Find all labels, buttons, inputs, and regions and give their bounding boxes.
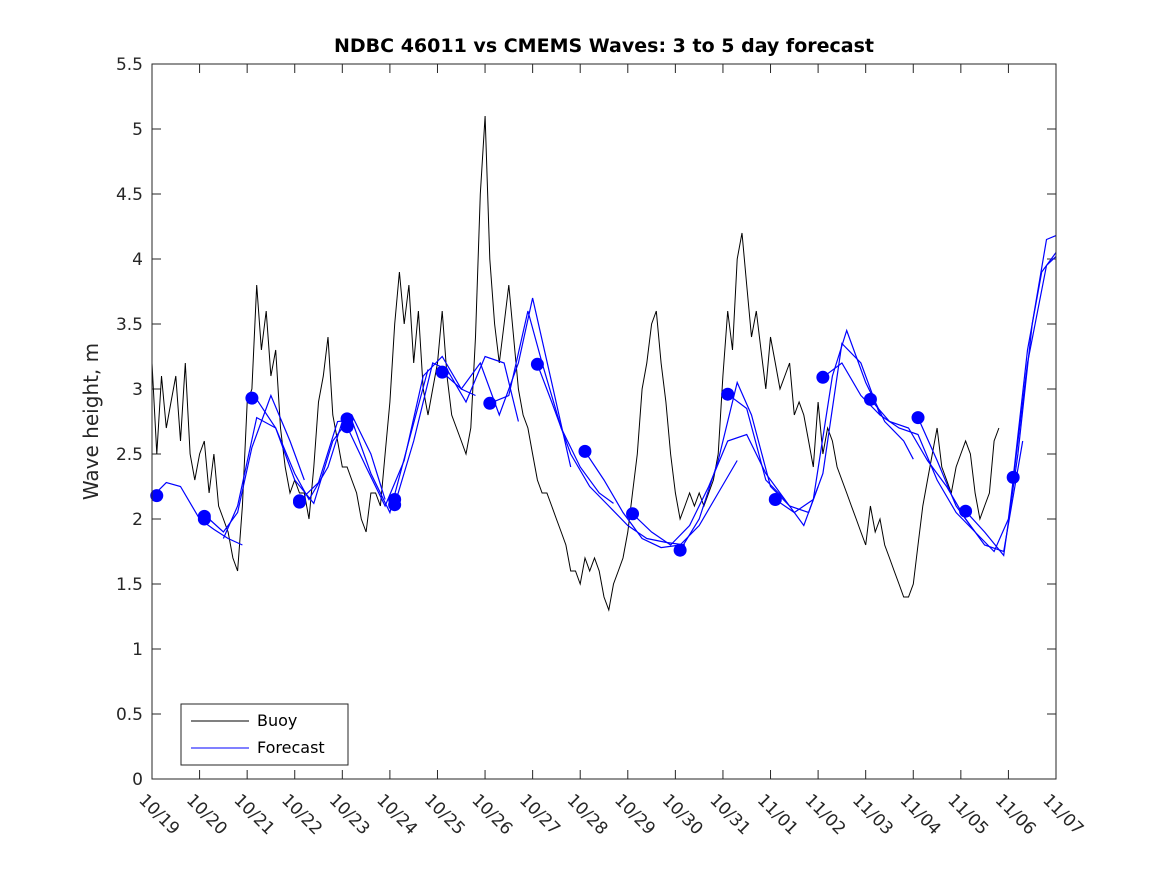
y-tick-label: 0 [132,770,143,790]
forecast-line [584,451,738,549]
x-tick-label: 11/05 [943,790,992,839]
forecast-line [679,380,819,551]
chart-title: NDBC 46011 vs CMEMS Waves: 3 to 5 day fo… [334,35,874,57]
forecast-line [536,364,685,546]
legend: Buoy Forecast [180,703,349,766]
x-tick-label: 10/21 [230,790,279,839]
forecast-series [151,235,1057,557]
forecast-point [816,370,830,384]
y-tick-label: 5.5 [116,55,143,75]
x-tick-label: 11/06 [991,790,1040,839]
forecast-point [863,392,877,406]
forecast-line [256,399,386,505]
x-tick-label: 10/30 [658,790,707,839]
x-tick-label: 10/23 [325,790,374,839]
y-tick-label: 4.5 [116,185,143,205]
forecast-line [774,328,914,514]
forecast-line [394,355,519,505]
legend-forecast-label: Forecast [257,738,325,757]
x-tick-label: 11/04 [896,790,945,839]
x-tick-label: 11/01 [753,790,802,839]
x-tick-label: 11/02 [801,790,850,839]
forecast-point [768,493,782,506]
y-tick-label: 1.5 [116,575,143,595]
forecast-point [197,509,211,523]
forecast-line [441,297,572,468]
x-tick-label: 10/24 [372,790,421,839]
x-tick-label: 10/28 [563,790,612,839]
x-tick-label: 10/29 [610,790,659,839]
y-tick-label: 3 [132,380,143,400]
forecast-points [150,357,1020,557]
x-tick-label: 10/31 [705,790,754,839]
forecast-point [340,412,354,426]
x-tick-label: 10/26 [468,790,517,839]
forecast-line [222,416,343,539]
forecast-line [489,310,614,504]
x-tick-label: 10/25 [420,790,469,839]
forecast-point [435,365,449,379]
forecast-point [673,543,687,557]
forecast-point [388,493,402,506]
x-tick-label: 10/27 [515,790,564,839]
forecast-line [917,255,1057,553]
forecast-point [959,504,973,518]
forecast-point [483,396,497,410]
forecast-point [530,357,544,371]
forecast-line [727,342,881,527]
y-axis-label: Wave height, m [79,343,103,500]
forecast-line [208,393,305,533]
y-tick-label: 0.5 [116,705,143,725]
forecast-line [1012,252,1057,478]
forecast-point [1006,470,1020,484]
legend-box [180,703,349,766]
y-tick-label: 2.5 [116,445,143,465]
y-tick-label: 4 [132,250,143,270]
x-tick-label: 11/03 [848,790,897,839]
forecast-point [150,489,164,503]
forecast-point [245,391,259,405]
forecast-line [822,362,976,533]
legend-buoy-label: Buoy [257,711,297,730]
forecast-point [626,507,640,521]
buoy-series [151,115,1000,612]
x-tick-label: 10/19 [134,790,183,839]
y-tick-label: 5 [132,120,143,140]
y-tick-label: 3.5 [116,315,143,335]
tick-marks [151,63,1057,780]
y-tick-label: 1 [132,640,143,660]
plot-frame [151,63,1057,780]
forecast-line [346,355,476,508]
forecast-line [965,235,1057,557]
forecast-point [721,387,735,401]
y-tick-labels: 0 0.5 1 1.5 2 2.5 3 3.5 4 4.5 5 5.5 [116,55,143,790]
forecast-point [292,495,306,509]
forecast-line [869,399,1024,553]
x-tick-label: 10/22 [277,790,326,839]
buoy-line [151,115,1000,612]
forecast-line [632,433,786,546]
plot-area [152,64,1056,779]
x-tick-labels: 10/1910/2010/2110/2210/2310/2410/2510/26… [134,790,1087,839]
forecast-point [911,411,925,425]
y-tick-label: 2 [132,510,143,530]
forecast-point [578,444,592,458]
x-tick-label: 10/20 [182,790,231,839]
x-tick-label: 11/07 [1038,790,1087,839]
